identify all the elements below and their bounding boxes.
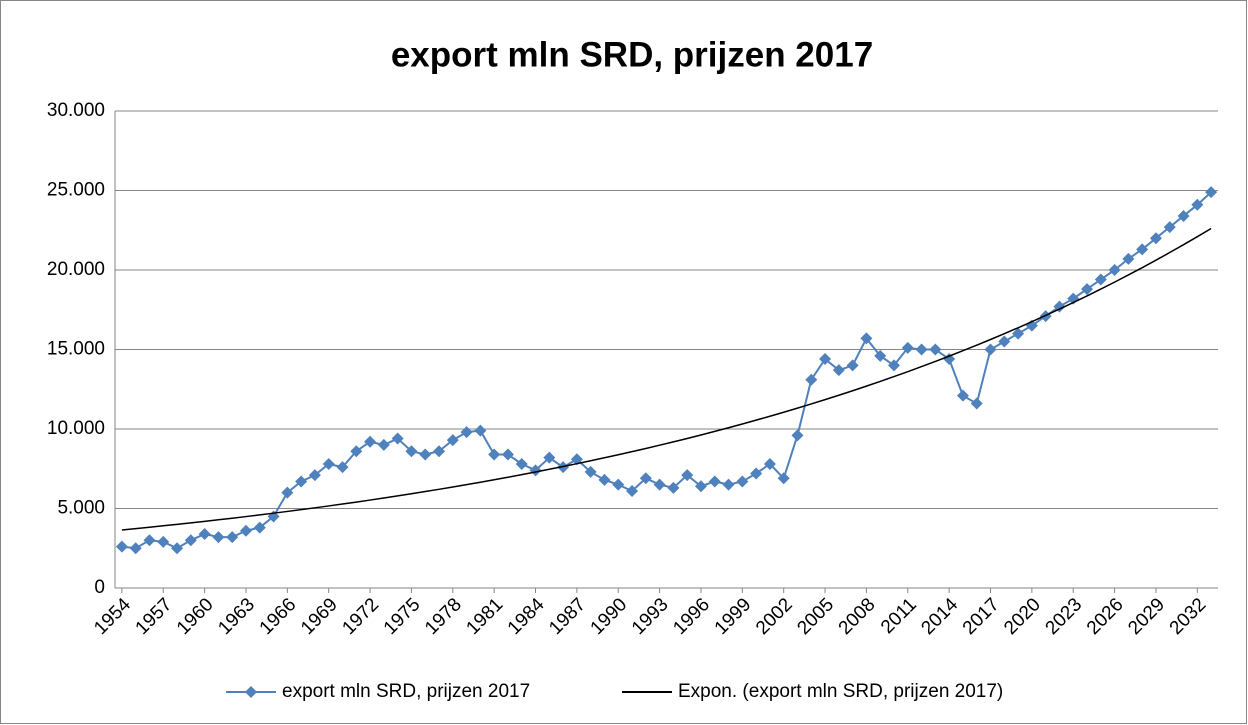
data-point [515,457,528,470]
data-point [639,472,652,485]
data-point [460,426,473,439]
data-point [750,467,763,480]
legend-label: Expon. (export mln SRD, prijzen 2017) [678,681,1003,702]
data-point [1177,209,1190,222]
data-point [832,364,845,377]
data-point [115,540,128,553]
data-point [501,448,514,461]
data-point [1163,221,1176,234]
data-point [681,469,694,482]
data-point [184,534,197,547]
data-point [1012,327,1025,340]
data-point [915,343,928,356]
data-point [598,473,611,486]
data-point [929,343,942,356]
data-point [1122,252,1135,265]
data-point [860,332,873,345]
data-point [1136,243,1149,256]
y-tick-label: 5.000 [57,498,105,519]
data-point [584,465,597,478]
data-point [1094,273,1107,286]
data-point [143,534,156,547]
data-point [446,434,459,447]
data-point [612,478,625,491]
data-point [1053,300,1066,313]
y-tick-label: 0 [94,577,105,598]
data-point [1191,198,1204,211]
data-point [901,341,914,354]
data-point [887,359,900,372]
legend-label: export mln SRD, prijzen 2017 [282,681,530,702]
data-point [570,453,583,466]
data-point [694,480,707,493]
data-point [129,542,142,555]
data-point [308,469,321,482]
data-point [736,475,749,488]
data-point [377,438,390,451]
data-point [943,353,956,366]
data-point [874,349,887,362]
y-tick-label: 25.000 [47,180,105,201]
data-point [984,343,997,356]
data-point [281,486,294,499]
data-point [295,475,308,488]
data-point [198,527,211,540]
data-point [212,531,225,544]
data-point [253,521,266,534]
data-point [474,424,487,437]
data-point [157,535,170,548]
data-point [846,359,859,372]
y-tick-label: 15.000 [47,339,105,360]
data-point [405,445,418,458]
data-point [819,353,832,366]
data-point [529,464,542,477]
data-point [336,461,349,474]
data-point [791,429,804,442]
data-point [419,448,432,461]
chart-title: export mln SRD, prijzen 2017 [391,35,873,74]
data-point [1205,186,1218,199]
legend-marker [245,686,257,698]
series-line [121,227,1212,531]
data-point [667,481,680,494]
data-point [626,485,639,498]
data-point [391,432,404,445]
data-point [1149,232,1162,245]
data-point [350,445,363,458]
data-point [998,335,1011,348]
data-point [171,542,184,555]
data-point [722,478,735,491]
data-point [322,457,335,470]
data-point [1081,283,1094,296]
data-point [777,472,790,485]
y-tick-label: 10.000 [47,418,105,439]
data-point [708,475,721,488]
data-point [970,397,983,410]
data-point [364,435,377,448]
data-point [239,524,252,537]
data-point [653,478,666,491]
data-point [805,373,818,386]
data-point [433,445,446,458]
data-point [226,531,239,544]
y-tick-label: 20.000 [47,259,105,280]
data-point [1108,264,1121,276]
data-point [956,389,969,402]
data-point [543,451,556,464]
data-point [488,448,501,461]
y-tick-label: 30.000 [47,100,105,121]
data-point [763,457,776,470]
